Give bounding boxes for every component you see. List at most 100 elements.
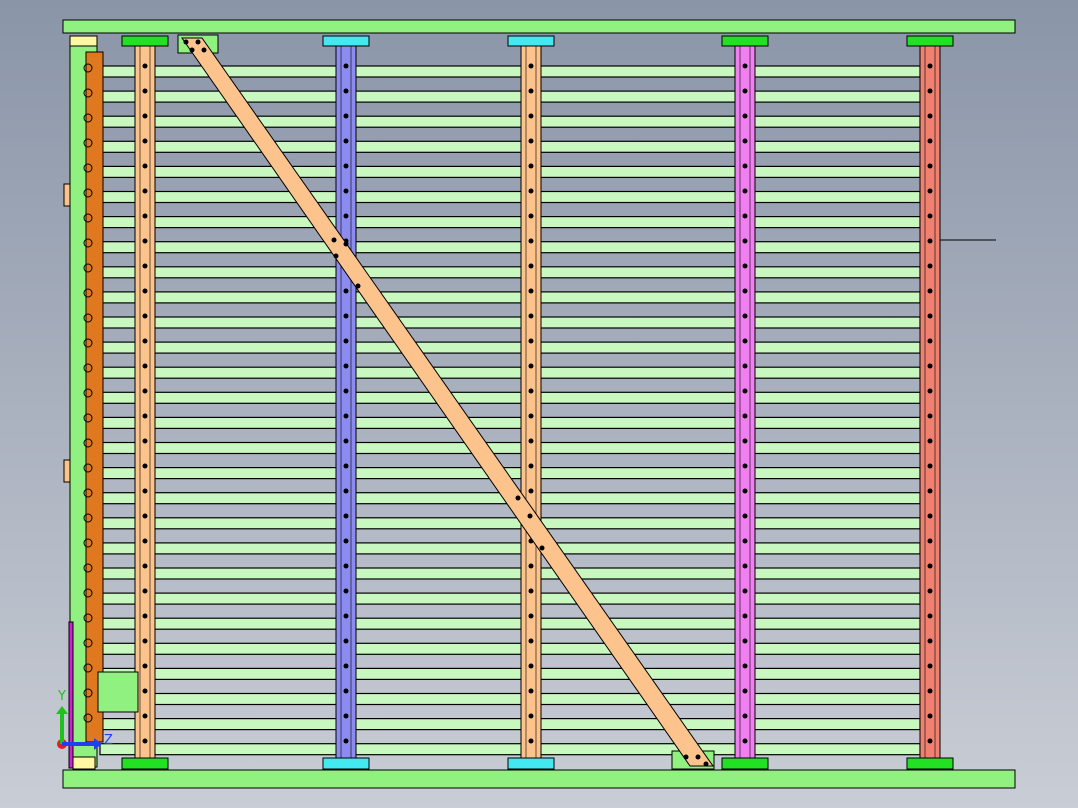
post-hole <box>927 338 933 344</box>
post-hole <box>742 663 748 669</box>
post-hole <box>142 663 148 669</box>
post-hole <box>742 338 748 344</box>
post-hole <box>142 363 148 369</box>
post-hole <box>528 563 534 569</box>
post-hole <box>927 713 933 719</box>
post-5 <box>919 44 941 759</box>
bracket-plate <box>97 671 139 713</box>
slat <box>99 717 921 731</box>
post-hole <box>742 413 748 419</box>
post-hole <box>343 538 349 544</box>
post-hole <box>142 288 148 294</box>
post-hole <box>528 588 534 594</box>
left-hole <box>83 488 93 498</box>
post-hole <box>343 413 349 419</box>
post-hole <box>528 313 534 319</box>
post-hole <box>343 188 349 194</box>
brace-hole <box>195 39 201 45</box>
slat <box>99 165 921 178</box>
brace-hole <box>683 754 689 760</box>
post-hole <box>927 738 933 744</box>
post-hole <box>927 538 933 544</box>
brace-hole <box>539 545 545 551</box>
left-hole <box>83 213 93 223</box>
post-hole <box>927 513 933 519</box>
diagonal-brace <box>181 37 714 767</box>
post-hole <box>927 138 933 144</box>
post-hole <box>142 563 148 569</box>
post-1-bottom-cap <box>121 757 169 770</box>
post-hole <box>528 363 534 369</box>
post-hole <box>742 188 748 194</box>
post-hole <box>343 88 349 94</box>
post-hole <box>742 163 748 169</box>
post-hole <box>142 88 148 94</box>
left-hole <box>83 463 93 473</box>
post-hole <box>927 488 933 494</box>
post-hole <box>927 638 933 644</box>
bottom-frame-bar <box>62 769 1016 789</box>
slats-group <box>99 65 921 756</box>
post-hole <box>142 213 148 219</box>
post-hole <box>742 488 748 494</box>
post-hole <box>528 113 534 119</box>
slat <box>99 241 921 254</box>
post-hole <box>528 613 534 619</box>
post-hole <box>142 113 148 119</box>
left-hole <box>83 638 93 648</box>
post-hole <box>742 388 748 394</box>
brace-hole <box>343 241 349 247</box>
left-hole <box>83 438 93 448</box>
left-strip-holes <box>83 63 93 723</box>
post-hole <box>142 738 148 744</box>
slat <box>99 542 921 555</box>
left-hole <box>83 263 93 273</box>
brace-hole <box>201 47 207 53</box>
left-hole <box>83 188 93 198</box>
left-hole <box>83 613 93 623</box>
post-4-top-cap <box>721 35 769 47</box>
post-hole <box>927 663 933 669</box>
post-hole <box>927 313 933 319</box>
post-hole <box>343 738 349 744</box>
post-hole <box>343 363 349 369</box>
post-hole <box>343 613 349 619</box>
post-hole <box>343 438 349 444</box>
post-hole <box>343 488 349 494</box>
brace-hole <box>333 253 339 259</box>
post-hole <box>742 238 748 244</box>
slat <box>99 743 921 756</box>
post-hole <box>528 238 534 244</box>
post-hole <box>142 513 148 519</box>
post-hole <box>742 288 748 294</box>
post-hole <box>528 388 534 394</box>
post-hole <box>927 288 933 294</box>
brace-hole <box>331 237 337 243</box>
post-hole <box>742 88 748 94</box>
left-magenta-rod <box>68 621 74 769</box>
post-hole <box>742 263 748 269</box>
post-hole <box>528 713 534 719</box>
left-hole <box>83 338 93 348</box>
post-hole <box>528 63 534 69</box>
slat <box>99 642 921 655</box>
left-hole <box>83 538 93 548</box>
post-5-top-cap <box>906 35 954 47</box>
triad-z-label: Z <box>104 733 113 748</box>
post-hole <box>528 488 534 494</box>
post-hole <box>742 588 748 594</box>
slat <box>99 517 921 530</box>
post-1-top-cap <box>121 35 169 47</box>
brace-hole <box>183 39 189 45</box>
post-hole <box>528 438 534 444</box>
left-hole <box>83 88 93 98</box>
slat <box>99 416 921 429</box>
left-hole <box>83 563 93 573</box>
post-hole <box>528 138 534 144</box>
left-hole <box>83 588 93 598</box>
post-hole <box>528 163 534 169</box>
post-hole <box>927 688 933 694</box>
post-hole <box>142 188 148 194</box>
slat <box>99 115 921 128</box>
